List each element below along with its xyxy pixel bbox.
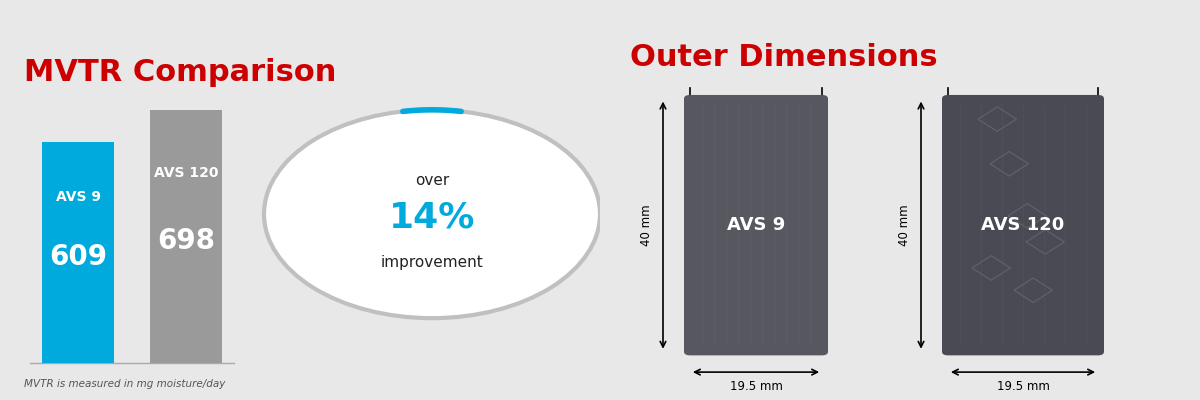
Text: 609: 609 — [49, 243, 107, 271]
Text: 40 mm: 40 mm — [640, 204, 653, 246]
Text: 19.5 mm: 19.5 mm — [996, 380, 1050, 393]
Text: AVS 9: AVS 9 — [55, 190, 101, 204]
FancyBboxPatch shape — [942, 95, 1104, 355]
Text: 19.5 mm: 19.5 mm — [730, 380, 782, 393]
FancyBboxPatch shape — [150, 110, 222, 363]
Text: improvement: improvement — [380, 255, 484, 270]
Text: AVS 120: AVS 120 — [982, 216, 1064, 234]
Text: over: over — [415, 173, 449, 188]
Text: AVS 9: AVS 9 — [727, 216, 785, 234]
Text: MVTR Comparison: MVTR Comparison — [24, 58, 336, 87]
Text: AVS 120: AVS 120 — [154, 166, 218, 180]
Text: Outer Dimensions: Outer Dimensions — [630, 43, 937, 72]
FancyBboxPatch shape — [684, 95, 828, 355]
Text: MVTR is measured in mg moisture/day: MVTR is measured in mg moisture/day — [24, 379, 226, 389]
Text: 14%: 14% — [389, 201, 475, 235]
Circle shape — [264, 110, 600, 318]
FancyBboxPatch shape — [42, 142, 114, 363]
Text: 698: 698 — [157, 227, 215, 255]
Text: 40 mm: 40 mm — [898, 204, 911, 246]
